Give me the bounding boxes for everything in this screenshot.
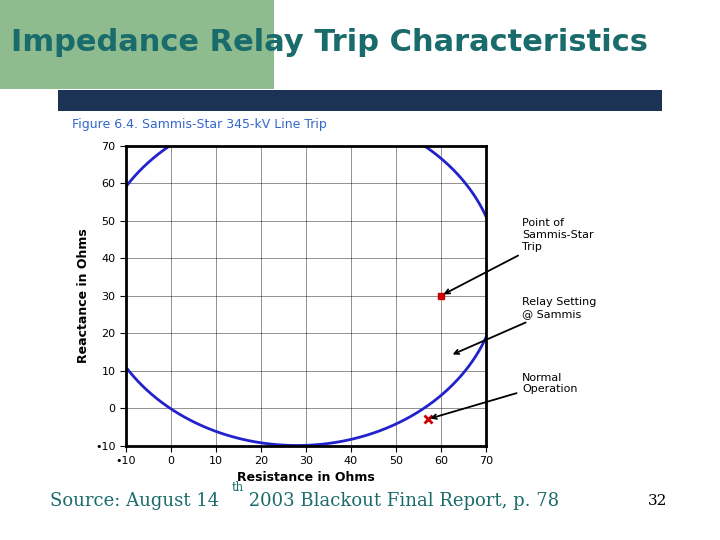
Text: Relay Setting
@ Sammis: Relay Setting @ Sammis	[454, 297, 596, 354]
Bar	[0, 0, 274, 89]
Text: Normal
Operation: Normal Operation	[432, 373, 577, 419]
Text: Point of
Sammis-Star
Trip: Point of Sammis-Star Trip	[445, 218, 593, 293]
Text: Impedance Relay Trip Characteristics: Impedance Relay Trip Characteristics	[11, 28, 648, 57]
Y-axis label: Reactance in Ohms: Reactance in Ohms	[76, 228, 89, 363]
Text: Figure 6.4. Sammis-Star 345-kV Line Trip: Figure 6.4. Sammis-Star 345-kV Line Trip	[72, 118, 327, 131]
Text: 32: 32	[648, 494, 667, 508]
Text: th: th	[232, 481, 244, 494]
X-axis label: Resistance in Ohms: Resistance in Ohms	[237, 471, 375, 484]
Text: Source: August 14: Source: August 14	[50, 492, 220, 510]
Text: 2003 Blackout Final Report, p. 78: 2003 Blackout Final Report, p. 78	[243, 492, 559, 510]
